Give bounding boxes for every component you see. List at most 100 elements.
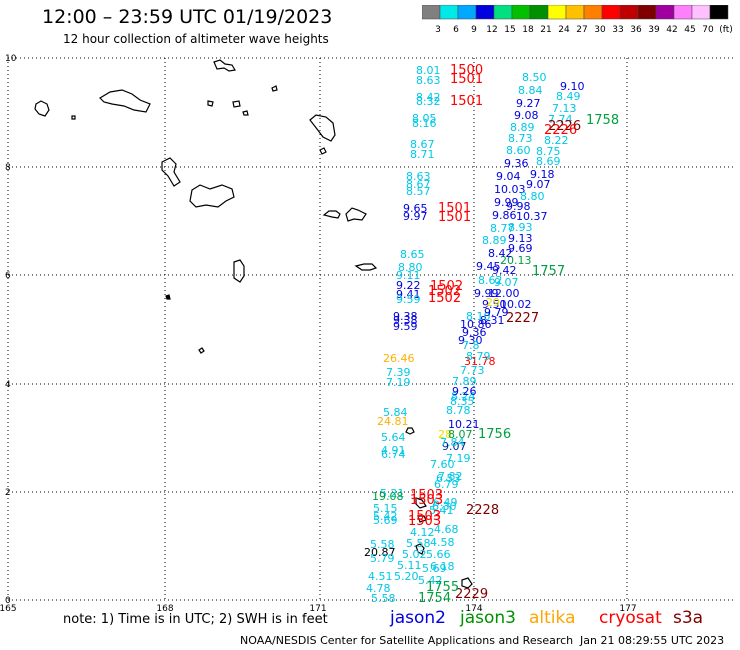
swh-label: 7.73 [460,364,485,377]
swh-label: 10.37 [516,210,548,223]
swh-label: 8.35 [450,395,475,408]
legend-swatch [583,5,603,20]
pass-time-label: 2228 [466,503,499,518]
legend-swatch [475,5,495,20]
swh-label: 8.01 [416,64,441,77]
swh-label: 7.74 [548,113,573,126]
swh-label: 8.65 [400,248,425,261]
y-axis-label: 8 [5,163,11,173]
y-axis-label: 0 [5,596,11,606]
swh-label: 5.42 [373,510,398,523]
swh-label: 19.08 [372,490,404,503]
pass-time-label: 1501 [438,210,471,225]
pass-time-label: 1758 [586,113,619,128]
swh-label: 5.84 [383,406,408,419]
swh-label: 10.02 [500,298,532,311]
pass-time-label: 1502 [428,284,461,299]
pass-time-label: 1500 [450,63,483,78]
swh-label: 5.69 [373,514,398,527]
swh-label: 9.41 [396,288,421,301]
swh-label: 9.99 [494,196,519,209]
swh-label: 8.63 [406,170,431,183]
y-axis-label: 6 [5,271,11,281]
swh-label: 8.93 [508,221,533,234]
swh-label: 7.19 [386,376,411,389]
swh-label: 8.49 [556,90,581,103]
swh-label: 8.10 [466,310,491,323]
swh-label: 7.89 [452,375,477,388]
swh-label: 8.32 [416,95,441,108]
legend-label: 42 [666,25,677,35]
swh-label: 9.38 [393,310,418,323]
swh-label: 9.26 [452,385,477,398]
swh-label: 9.45 [476,260,501,273]
swh-label: 8.73 [508,132,533,145]
pass-time-label: 1502 [430,279,463,294]
x-axis-label: 171 [309,604,326,614]
legend-label: 3 [435,25,441,35]
pass-time-label: 2227 [506,311,539,326]
legend-label: (ft) [719,25,732,35]
swh-label: 9.38 [393,314,418,327]
legend-label: 24 [558,25,570,35]
legend-label: 30 [594,25,606,35]
sat-altika: altika [529,608,576,628]
pass-time-label: 2229 [455,587,488,602]
legend-swatch [529,5,549,20]
swh-label: 8.89 [510,121,535,134]
swh-label: 9.86 [492,209,517,222]
swh-label: 5.69 [422,562,447,575]
swh-label: 7.13 [552,102,577,115]
swh-label: 4.51 [368,570,393,583]
pass-time-label: 1503 [410,488,443,503]
swh-label: 10.86 [460,318,492,331]
swh-label: 31.78 [464,355,496,368]
legend-label: 15 [504,25,515,35]
swh-label: 6.18 [430,560,455,573]
legend-label: 36 [630,25,642,35]
swh-label: 5.42 [418,574,443,587]
legend-label: 39 [648,25,660,35]
swh-label: 10.03 [494,183,526,196]
swh-label: 12.00 [488,287,520,300]
legend-swatch [511,5,531,20]
swh-label: 9.10 [560,80,585,93]
swh-label: 9.50 [482,298,507,311]
swh-label: 8.60 [506,144,531,157]
swh-label: 8.31 [480,314,505,327]
legend-label: 21 [540,25,551,35]
swh-label: 7.19 [446,452,471,465]
swh-label: 5.64 [381,431,406,444]
pass-time-label: 1501 [450,72,483,87]
swh-label: 8.71 [410,148,435,161]
swh-label: 8.05 [412,112,437,125]
x-axis-label: 174 [465,604,482,614]
x-axis-label: 168 [156,604,173,614]
swh-label: 8.63 [416,74,441,87]
pass-time-label: 1756 [478,427,511,442]
swh-label: 4.78 [366,582,391,595]
swh-label: 8.42 [488,247,513,260]
legend-label: 9 [471,25,477,35]
swh-label: 20.13 [500,254,532,267]
swh-label: 8.78 [446,404,471,417]
swh-label: 4.58 [430,536,455,549]
footer-note: note: 1) Time is in UTC; 2) SWH is in fe… [63,612,328,627]
sat-jason2: jason2 [390,608,446,628]
y-axis-label: 2 [5,488,11,498]
pass-time-label: 2226 [548,119,581,134]
legend-swatch [691,5,711,20]
swh-label: 7.8 [462,339,480,352]
swh-label: 9.97 [403,210,428,223]
swh-label: 5.20 [394,570,419,583]
swh-label: 5.58 [406,537,431,550]
sat-cryosat: cryosat [599,608,662,628]
legend-label: 12 [486,25,497,35]
legend-label: 18 [522,25,534,35]
swh-label: 5.11 [397,559,422,572]
swh-label: 7.84 [440,436,465,449]
swh-label: 9.04 [496,170,521,183]
swh-label: 7.82 [438,470,463,483]
swh-label: 28 [438,428,452,441]
swh-label: 8.50 [522,71,547,84]
